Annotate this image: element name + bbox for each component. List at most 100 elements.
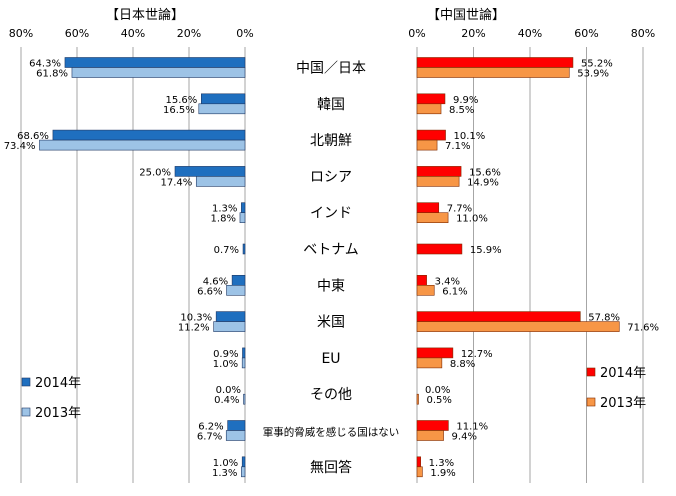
china-tick-label: 0% (408, 27, 425, 40)
china-bar-2014-0 (416, 57, 574, 68)
china-chart-axis-ticks: 0% 20% 40% 60% 80% (408, 27, 655, 40)
japan-bar-2013-1 (198, 103, 246, 115)
japan-tick-label: 80% (9, 27, 33, 40)
japan-data-label-2013-4: 1.8% (211, 214, 236, 225)
china-data-label-2014-4: 7.7% (447, 204, 472, 215)
china-legend-swatch-2013 (586, 397, 596, 407)
china-data-label-2013-8: 8.8% (450, 359, 475, 370)
japan-data-label-2014-5: 0.7% (214, 245, 239, 256)
japan-legend-label-2013: 2013年 (35, 406, 81, 421)
china-data-label-2013-1: 8.5% (449, 105, 474, 116)
japan-data-label-2014-9: 0.0% (216, 385, 241, 396)
japan-legend-swatch-2013 (21, 407, 31, 417)
japan-data-label-2014-8: 0.9% (213, 349, 238, 360)
japan-data-label-2014-11: 1.0% (213, 458, 238, 469)
japan-data-label-2013-2: 73.4% (4, 141, 36, 152)
china-data-label-2013-9: 0.5% (427, 395, 452, 406)
china-bar-2014-5 (416, 243, 463, 255)
china-data-label-2014-6: 3.4% (435, 276, 460, 287)
china-data-label-2013-0: 53.9% (577, 69, 609, 80)
china-bar-2013-8 (416, 357, 443, 369)
china-bar-2013-4 (416, 212, 449, 223)
china-bar-2013-1 (416, 103, 442, 115)
japan-tick-label: 40% (121, 27, 145, 40)
china-bar-2014-3 (416, 166, 462, 177)
china-bar-2014-4 (416, 202, 440, 213)
japan-bar-2013-11 (241, 466, 246, 478)
japan-bar-2013-6 (226, 284, 246, 296)
china-data-label-2014-2: 10.1% (454, 131, 486, 142)
category-label-7: 米国 (317, 315, 345, 331)
japan-bar-2013-8 (241, 357, 246, 369)
japan-bar-2013-10 (225, 430, 246, 441)
china-data-label-2014-0: 55.2% (581, 59, 613, 70)
japan-bar-2014-6 (231, 274, 246, 286)
japan-bar-2014-2 (52, 129, 246, 141)
china-chart-legend: 2014年 2013年 (586, 366, 646, 411)
china-bar-2013-11 (416, 466, 423, 478)
china-data-label-2013-4: 11.0% (456, 214, 488, 225)
china-data-label-2014-11: 1.3% (429, 458, 454, 469)
china-bar-2014-10 (416, 420, 449, 431)
japan-tick-label: 20% (177, 27, 201, 40)
japan-bar-2013-2 (39, 139, 246, 151)
china-bar-2014-1 (416, 93, 446, 105)
china-data-label-2013-11: 1.9% (430, 468, 455, 479)
china-bar-2014-8 (416, 347, 454, 359)
china-data-label-2014-10: 11.1% (456, 422, 488, 433)
japan-legend-swatch-2014 (21, 377, 31, 387)
china-data-label-2014-9: 0.0% (425, 385, 450, 396)
japan-data-label-2013-10: 6.7% (197, 432, 222, 443)
japan-bar-2013-9 (243, 393, 246, 405)
japan-data-label-2013-6: 6.6% (197, 286, 222, 297)
china-tick-label: 20% (461, 27, 485, 40)
japan-chart-bars: 64.3%61.8% 15.6%16.5% 68.6%73.4% 25.0%17.4%… (4, 57, 246, 479)
category-label-10: 軍事的脅威を感じる国はない (263, 426, 400, 439)
china-bar-2013-10 (416, 430, 444, 441)
japan-data-label-2014-6: 4.6% (203, 276, 228, 287)
japan-bar-2014-11 (241, 456, 246, 468)
japan-data-label-2014-10: 6.2% (198, 422, 223, 433)
china-chart-gridlines (416, 47, 644, 483)
category-label-8: EU (321, 351, 340, 367)
china-data-label-2014-7: 57.8% (588, 313, 620, 324)
china-bar-2013-7 (416, 321, 620, 332)
japan-bar-2014-3 (174, 166, 246, 177)
category-label-9: その他 (310, 387, 352, 403)
china-tick-label: 60% (574, 27, 598, 40)
china-data-label-2014-5: 15.9% (470, 245, 502, 256)
category-label-4: インド (310, 206, 352, 222)
japan-bar-2014-1 (201, 93, 246, 105)
category-label-6: 中東 (317, 278, 345, 294)
japan-legend-label-2014: 2014年 (35, 376, 81, 391)
japan-chart-gridlines (20, 47, 246, 483)
japan-tick-label: 60% (65, 27, 89, 40)
japan-data-label-2014-1: 15.6% (166, 95, 198, 106)
category-label-2: 北朝鮮 (310, 133, 352, 149)
china-data-label-2013-2: 7.1% (445, 141, 470, 152)
china-data-label-2014-8: 12.7% (461, 349, 493, 360)
china-data-label-2013-3: 14.9% (467, 177, 499, 188)
japan-chart-title: 【日本世論】 (106, 7, 184, 23)
china-data-label-2013-6: 6.1% (442, 286, 467, 297)
japan-bar-2013-3 (195, 176, 246, 187)
china-bar-2013-0 (416, 67, 570, 78)
china-bar-2014-2 (416, 129, 446, 141)
china-bar-2014-6 (416, 274, 427, 286)
japan-bar-2013-7 (213, 321, 246, 332)
china-chart-title: 【中国世論】 (427, 7, 505, 23)
china-bar-2013-9 (416, 393, 419, 405)
japan-data-label-2013-11: 1.3% (212, 468, 237, 479)
china-data-label-2013-7: 71.6% (627, 323, 659, 334)
china-data-label-2014-3: 15.6% (469, 167, 501, 178)
japan-chart-legend: 2014年 2013年 (21, 376, 81, 421)
china-bar-2014-7 (416, 311, 581, 322)
japan-data-label-2014-7: 10.3% (180, 313, 212, 324)
china-legend-label-2014: 2014年 (600, 366, 646, 381)
china-bar-2013-2 (416, 139, 438, 151)
japan-chart-axis-ticks: 80% 60% 40% 20% 0% (9, 27, 254, 40)
category-label-5: ベトナム (303, 242, 359, 258)
china-data-label-2013-10: 9.4% (452, 432, 477, 443)
japan-bar-2014-10 (227, 420, 246, 431)
